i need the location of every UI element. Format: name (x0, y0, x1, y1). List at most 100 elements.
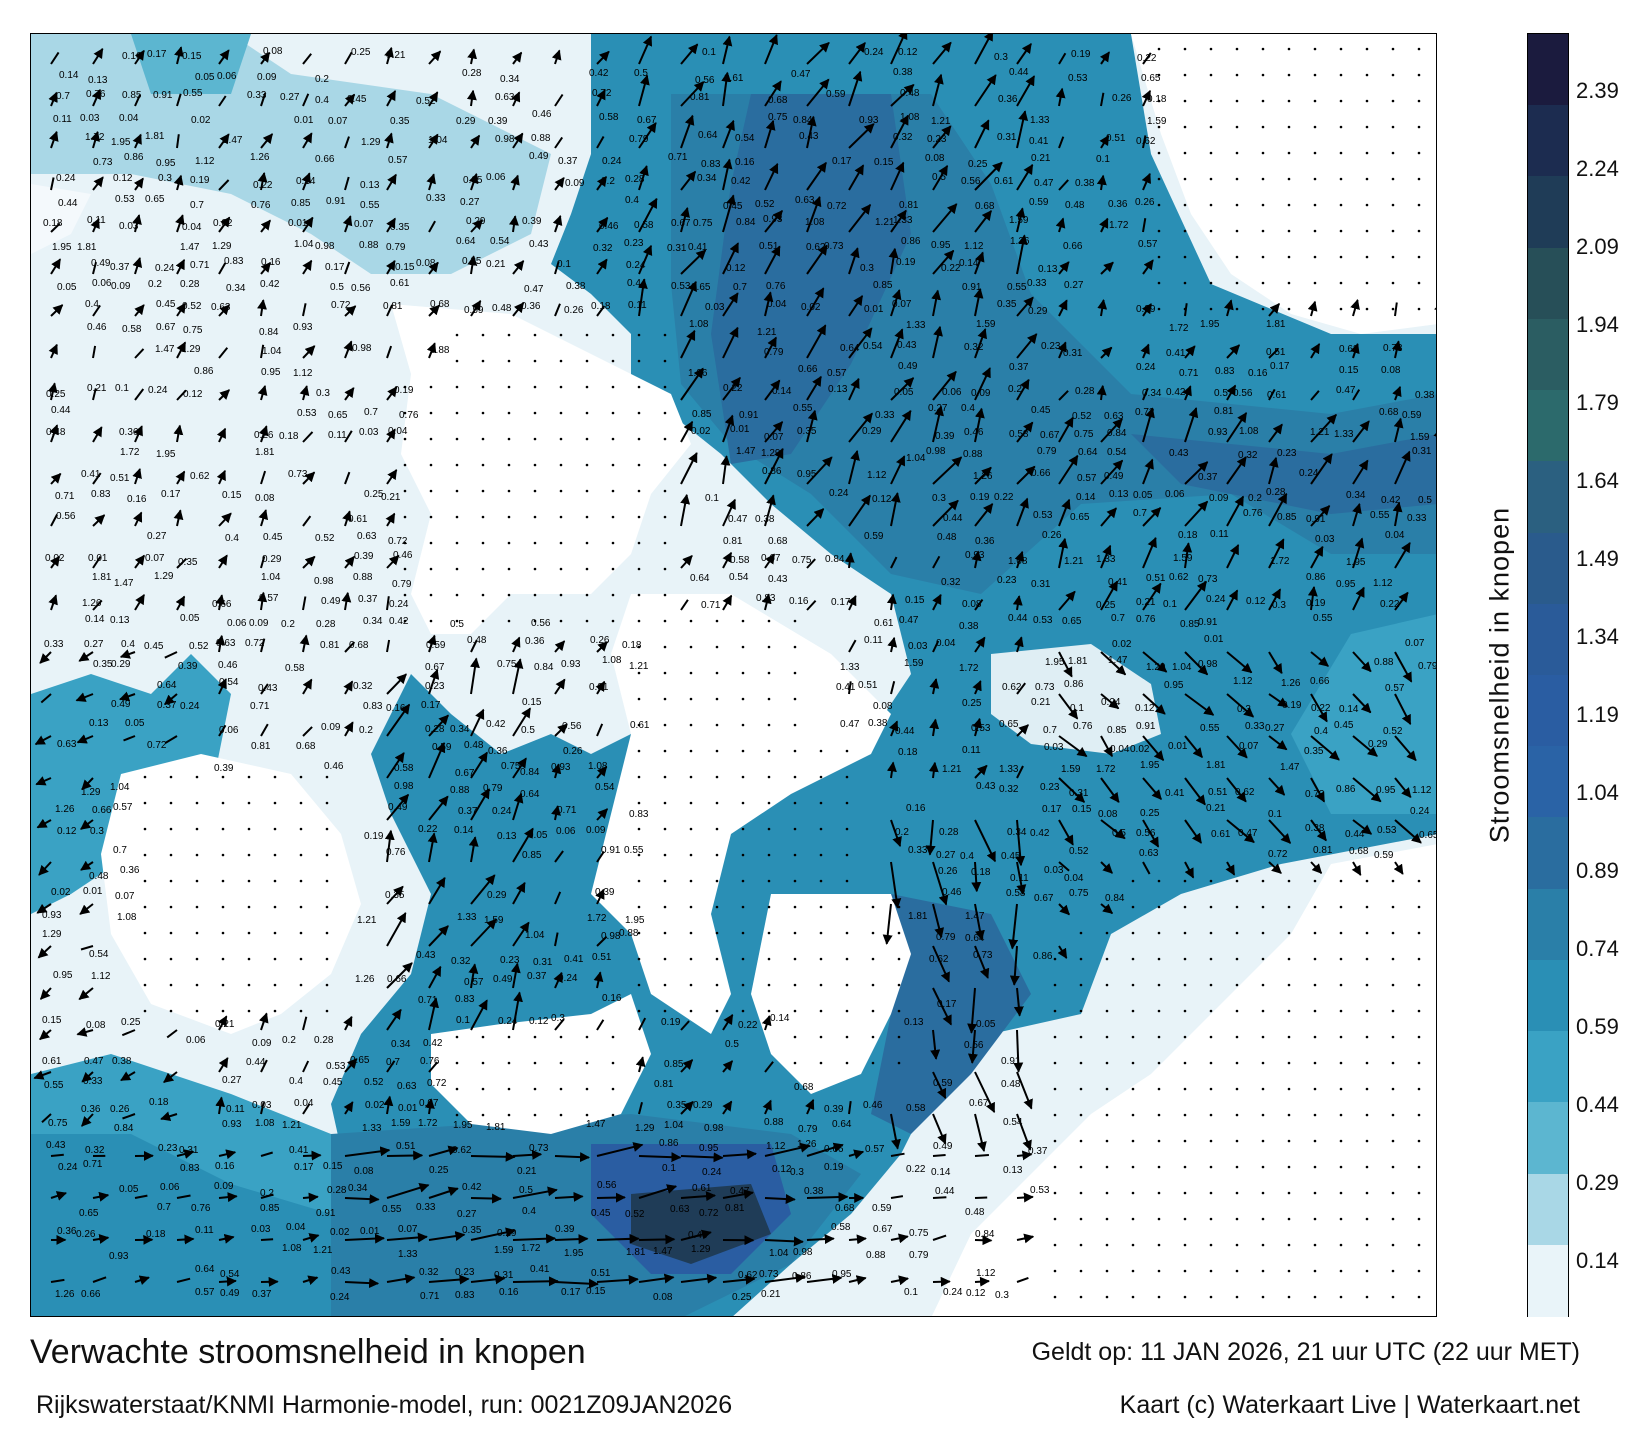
grid-dot (1157, 1295, 1161, 1299)
current-value-label: 1.21 (875, 217, 895, 228)
grid-dot (663, 489, 667, 493)
current-value-label: 0.35 (385, 890, 405, 901)
grid-dot (1235, 1243, 1239, 1247)
current-arrow (428, 133, 439, 149)
current-value-label: 0.95 (699, 1143, 719, 1154)
current-value-label: 0.46 (218, 660, 238, 671)
current-arrow (386, 90, 397, 107)
current-value-label: 0.21 (486, 259, 506, 270)
current-arrow (302, 431, 314, 443)
grid-dot (1391, 73, 1395, 77)
current-value-label: 1.26 (82, 598, 102, 609)
grid-dot (715, 645, 719, 649)
grid-dot (1391, 931, 1395, 935)
current-value-label: 0.44 (58, 198, 78, 209)
colorbar-tick-label: 0.89 (1576, 858, 1619, 883)
current-value-label: 0.95 (261, 367, 281, 378)
current-value-label: 0.36 (488, 746, 508, 757)
current-value-label: 0.24 (943, 1287, 963, 1298)
grid-dot (1235, 1217, 1239, 1221)
grid-dot (1417, 255, 1421, 259)
grid-dot (1287, 151, 1291, 155)
current-value-label: 0.49 (220, 1288, 240, 1299)
current-arrow (554, 93, 564, 107)
grid-dot (1183, 905, 1187, 909)
grid-dot (221, 775, 225, 779)
current-arrow (50, 1153, 64, 1157)
grid-dot (585, 359, 589, 363)
grid-dot (195, 775, 199, 779)
grid-dot (1235, 307, 1239, 311)
grid-dot (1209, 281, 1213, 285)
current-value-label: 1.95 (52, 242, 72, 253)
current-value-label: 0.16 (127, 494, 147, 505)
current-value-label: 1.04 (262, 346, 282, 357)
grid-dot (1261, 177, 1265, 181)
current-arrow (1016, 333, 1038, 359)
current-arrow (806, 115, 817, 149)
grid-dot (1287, 73, 1291, 77)
current-arrow (1394, 450, 1411, 485)
grid-dot (585, 593, 589, 597)
grid-dot (1391, 99, 1395, 103)
current-arrow (1310, 693, 1328, 723)
grid-dot (819, 931, 823, 935)
current-value-label: 0.03 (908, 641, 928, 652)
current-value-label: 0.68 (1349, 846, 1369, 857)
grid-dot (585, 1061, 589, 1065)
current-arrow (974, 1196, 988, 1199)
current-arrow (890, 455, 906, 485)
current-arrow (302, 726, 313, 737)
current-arrow (848, 295, 864, 317)
grid-dot (741, 879, 745, 883)
current-arrow (890, 556, 898, 569)
grid-dot (1417, 125, 1421, 129)
grid-dot (1105, 1295, 1109, 1299)
current-value-label: 0.12 (183, 389, 203, 400)
current-arrow (848, 204, 872, 233)
current-value-label: 1.12 (1373, 578, 1393, 589)
current-value-label: 0.56 (964, 1040, 984, 1051)
current-value-label: 1.95 (625, 915, 645, 926)
current-arrow (848, 450, 860, 485)
current-arrow (386, 703, 411, 737)
current-value-label: 0.68 (349, 640, 369, 651)
grid-dot (819, 775, 823, 779)
grid-dot (1235, 281, 1239, 285)
current-value-label: 0.38 (755, 514, 775, 525)
current-value-label: 0.3 (995, 1290, 1009, 1301)
current-value-label: 0.59 (933, 1078, 953, 1089)
grid-dot (689, 619, 693, 623)
current-value-label: 0.17 (832, 156, 852, 167)
grid-dot (455, 385, 459, 389)
current-arrow (1226, 412, 1248, 443)
current-value-label: 0.18 (146, 1229, 166, 1240)
current-value-label: 0.13 (1038, 264, 1058, 275)
current-arrow (1015, 207, 1026, 233)
current-arrow (1268, 777, 1286, 796)
current-arrow (386, 1232, 428, 1243)
current-value-label: 0.42 (486, 719, 506, 730)
current-arrow (1016, 163, 1034, 191)
current-arrow (554, 723, 568, 737)
grid-dot (637, 515, 641, 519)
current-value-label: 0.88 (1374, 657, 1394, 668)
grid-dot (741, 697, 745, 701)
current-value-label: 0.61 (1211, 829, 1231, 840)
grid-dot (1339, 1009, 1343, 1013)
current-arrow (638, 35, 653, 65)
current-value-label: 0.91 (1306, 514, 1326, 525)
current-value-label: 0.46 (688, 1230, 708, 1241)
current-speed-map[interactable]: 0.16 0.17 0.15 0.08 0.25 0.21 0.1 0.24 0.12 0.3 0.… (30, 33, 1437, 1317)
current-value-label: 0.27 (936, 850, 956, 861)
current-value-label: 0.51 (1208, 787, 1228, 798)
grid-dot (1209, 307, 1213, 311)
current-value-label: 1.21 (1310, 427, 1330, 438)
grid-dot (1105, 1061, 1109, 1065)
current-value-label: 0.01 (88, 553, 108, 564)
grid-dot (1313, 879, 1317, 883)
grid-dot (273, 957, 277, 961)
current-value-label: 0.41 (564, 954, 584, 965)
current-arrow (1058, 136, 1065, 149)
current-value-label: 0.24 (56, 173, 76, 184)
